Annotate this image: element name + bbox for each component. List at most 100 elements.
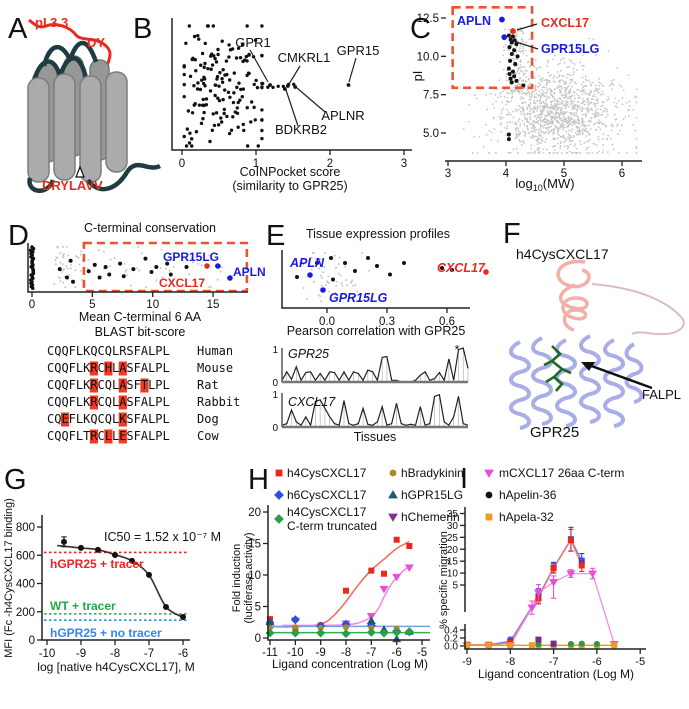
dry-arrowhead-icon [75,165,85,178]
svg-text:L: L [76,361,83,375]
svg-text:5.0: 5.0 [423,128,439,140]
ref-label-no-tracer: hGPR25 + no tracer [50,626,162,640]
svg-text:0.0: 0.0 [444,642,458,653]
panel-letter-h: H [248,464,269,496]
svg-text:F: F [69,378,76,392]
falpl-arrowhead-icon [581,362,595,371]
trace1-ymax: 1 [272,345,278,356]
svg-text:L: L [112,429,119,443]
svg-text:-10: -10 [287,647,304,659]
label-apln: APLN [457,14,491,28]
svg-text:L: L [112,395,119,409]
panel-i-axes [464,507,646,650]
svg-text:C: C [47,395,54,409]
legend-hchemerin: hChemerin [401,510,460,524]
svg-text:R: R [119,344,127,358]
svg-text:0.0: 0.0 [319,316,335,328]
svg-text:400: 400 [16,579,35,591]
svg-text:F: F [134,412,141,426]
svg-text:C: C [47,344,54,358]
panel-d-label-gpr15lg: GPR15LG [163,250,219,264]
svg-text:C: C [47,378,54,392]
panel-letter-i: I [460,463,468,495]
svg-text:0.3: 0.3 [379,316,395,328]
svg-text:Q: Q [105,344,112,358]
panel-e-label-cxcl17: CXCL17 [437,261,486,275]
svg-text:F: F [69,412,76,426]
legend-h6cyscxcl17: h6CysCXCL17 [287,488,367,502]
svg-text:L: L [148,361,155,375]
panel-e-xlabel: Pearson correlation with GPR25 [287,324,466,338]
svg-text:-6: -6 [178,648,188,660]
svg-text:L: L [148,395,155,409]
ligand-ribbon [556,259,591,332]
svg-text:L: L [112,412,119,426]
svg-text:P: P [155,378,162,392]
svg-text:0: 0 [255,633,261,645]
panel-d-label-cxcl17: CXCL17 [159,276,205,290]
panel-letter-b: B [133,13,152,45]
trace1-label: GPR25 [288,347,329,361]
svg-text:600: 600 [16,550,35,562]
svg-text:Human: Human [197,344,233,358]
svg-text:K: K [83,378,91,392]
panel-d-label-apln: APLN [233,265,266,279]
panel-g-axes [41,515,190,641]
callout-gpr1: GPR1 [235,35,270,50]
svg-text:25: 25 [447,533,459,544]
trace2-ymin: 0 [272,423,278,434]
svg-text:L: L [76,412,83,426]
svg-text:K: K [83,395,91,409]
panel-letter-f: F [503,218,521,250]
falpl-sticks [543,345,572,392]
svg-text:A: A [141,344,149,358]
svg-text:0: 0 [179,158,185,170]
svg-text:T: T [141,378,148,392]
svg-text:C: C [98,395,105,409]
panel-d-title: C-terminal conservation [84,221,216,235]
legend-truncated-2: C-term truncated [287,519,377,533]
svg-text:Q: Q [54,429,61,443]
panel-b-xlabel-2: (similarity to GPR25) [232,179,347,193]
panel-letter-d: D [8,220,29,252]
falpl-arrow [585,362,653,390]
svg-text:Q: Q [54,344,61,358]
svg-text:15: 15 [207,299,220,311]
svg-text:0.2: 0.2 [444,634,458,645]
svg-text:L: L [148,412,155,426]
svg-text:20: 20 [248,507,261,519]
panel-e-title: Tissue expression profiles [306,227,450,241]
panel-f-structure [509,259,685,430]
svg-text:R: R [90,361,98,375]
svg-text:F: F [134,429,141,443]
legend-hgpr15lg: hGPR15LG [401,488,463,502]
svg-text:R: R [90,429,98,443]
svg-text:Q: Q [54,361,61,375]
svg-text:5: 5 [255,602,261,614]
panel-g-plot: -10 -9 -8 -7 -6 800 600 400 200 0 [16,522,188,660]
c-terminus-tail [27,162,162,193]
svg-text:Q: Q [54,412,61,426]
panel-f-ligand-label: h4CysCXCL17 [516,246,609,262]
svg-text:-8: -8 [110,648,120,660]
svg-text:200: 200 [16,607,35,619]
svg-text:L: L [163,344,170,358]
svg-text:L: L [163,361,170,375]
svg-text:L: L [76,344,83,358]
svg-text:1: 1 [253,158,259,170]
panel-h-ylabel: Fold induction(luciferase activity) [231,532,255,623]
panel-i-ylabel: % specific migration [438,531,450,629]
panel-g-xlabel: log [native h4CysCXCL17], M [37,660,194,674]
svg-text:Q: Q [61,395,68,409]
svg-text:A: A [141,429,149,443]
svg-text:S: S [126,361,133,375]
svg-text:A: A [141,361,149,375]
panel-c-xlabel: log10(MW) [515,176,574,193]
svg-text:Q: Q [90,412,97,426]
svg-text:P: P [155,361,162,375]
svg-text:F: F [134,344,141,358]
svg-text:F: F [134,395,141,409]
svg-text:12.5: 12.5 [417,13,439,25]
